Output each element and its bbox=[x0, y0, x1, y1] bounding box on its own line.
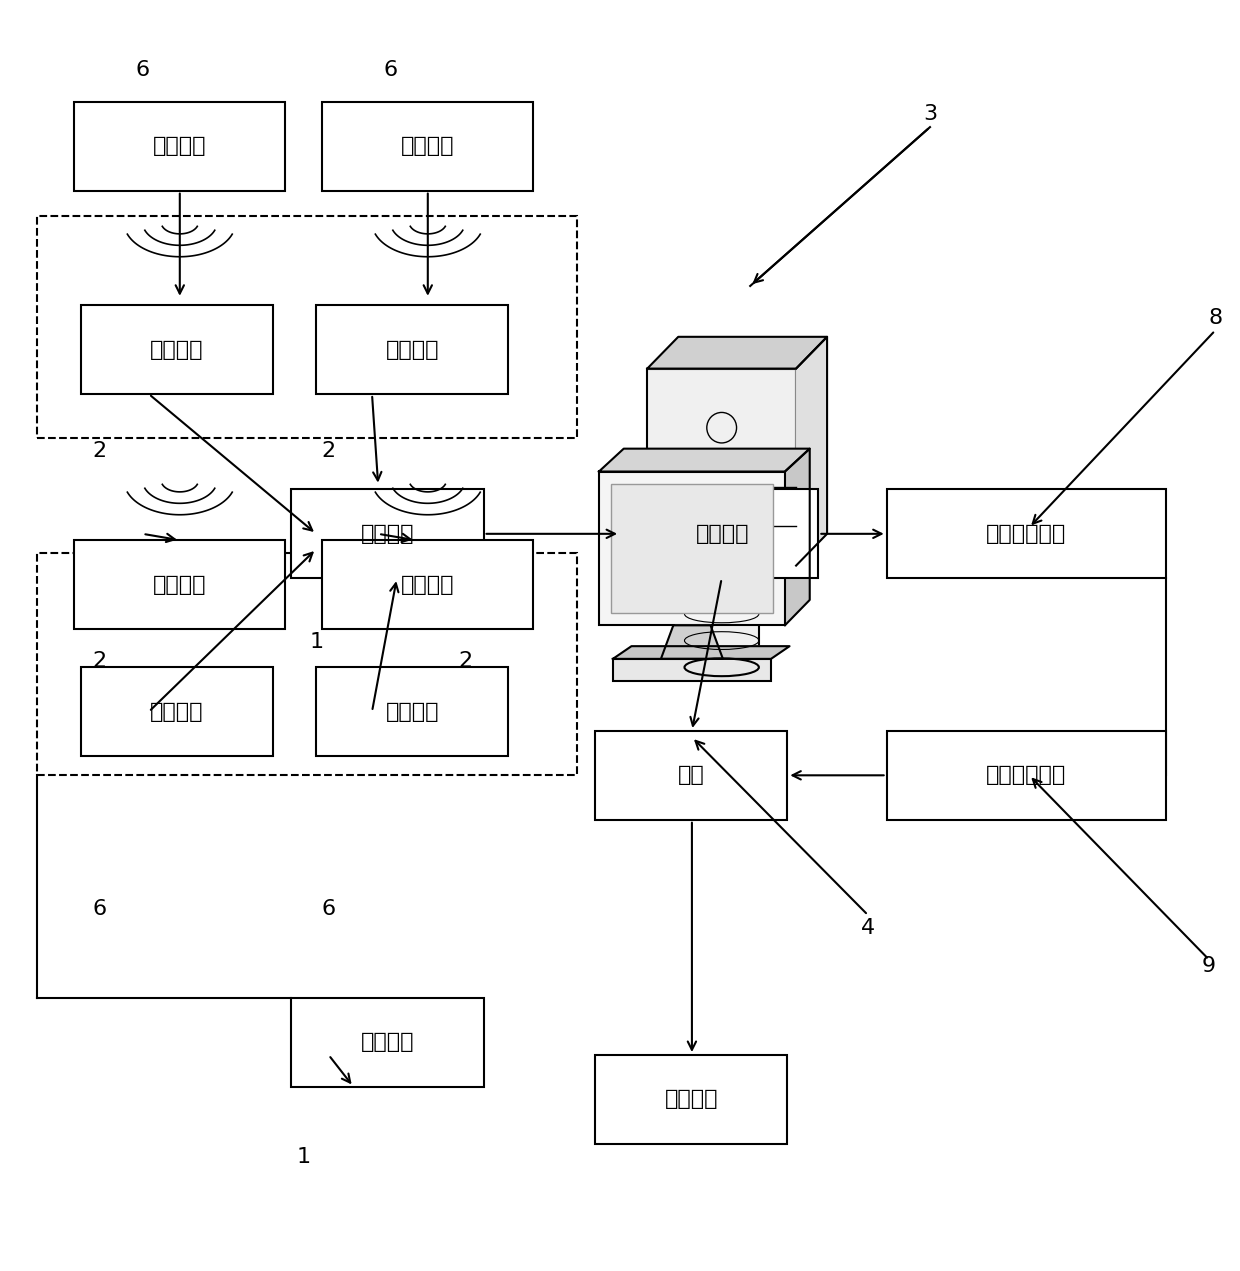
Text: 2: 2 bbox=[92, 441, 107, 461]
FancyBboxPatch shape bbox=[595, 731, 787, 820]
Text: 视频联动系统: 视频联动系统 bbox=[986, 765, 1066, 785]
Polygon shape bbox=[796, 337, 827, 566]
FancyBboxPatch shape bbox=[291, 998, 484, 1087]
FancyBboxPatch shape bbox=[887, 489, 1166, 578]
Text: 定位标签: 定位标签 bbox=[150, 339, 203, 360]
FancyBboxPatch shape bbox=[74, 102, 285, 191]
Text: 9: 9 bbox=[1202, 956, 1216, 976]
FancyBboxPatch shape bbox=[887, 731, 1166, 820]
Text: 6: 6 bbox=[383, 60, 398, 80]
Polygon shape bbox=[613, 646, 790, 658]
Text: 定位标签: 定位标签 bbox=[386, 702, 439, 722]
FancyBboxPatch shape bbox=[626, 489, 818, 578]
Text: 定位基站: 定位基站 bbox=[361, 524, 414, 544]
Text: 定位标签: 定位标签 bbox=[150, 702, 203, 722]
Text: 6: 6 bbox=[135, 60, 150, 80]
Polygon shape bbox=[599, 449, 810, 472]
FancyBboxPatch shape bbox=[322, 540, 533, 629]
FancyBboxPatch shape bbox=[647, 369, 796, 566]
Text: 定位基站: 定位基站 bbox=[361, 1032, 414, 1052]
Text: 蓝牙信标: 蓝牙信标 bbox=[401, 136, 455, 156]
FancyBboxPatch shape bbox=[322, 102, 533, 191]
FancyBboxPatch shape bbox=[81, 305, 273, 394]
FancyBboxPatch shape bbox=[291, 489, 484, 578]
Text: 2: 2 bbox=[92, 651, 107, 671]
FancyBboxPatch shape bbox=[684, 578, 759, 667]
Text: 蓝牙信标: 蓝牙信标 bbox=[153, 574, 207, 595]
FancyBboxPatch shape bbox=[316, 667, 508, 756]
Text: 2: 2 bbox=[321, 441, 336, 461]
Text: 厂区大屏: 厂区大屏 bbox=[665, 1089, 718, 1110]
Text: 蓝牙信标: 蓝牙信标 bbox=[153, 136, 207, 156]
Ellipse shape bbox=[684, 658, 759, 676]
Text: 6: 6 bbox=[321, 899, 336, 919]
Text: 定位标签: 定位标签 bbox=[386, 339, 439, 360]
Ellipse shape bbox=[684, 569, 759, 587]
Text: 2: 2 bbox=[458, 651, 472, 671]
Text: 1: 1 bbox=[296, 1146, 311, 1167]
Text: 8: 8 bbox=[1208, 308, 1223, 328]
FancyBboxPatch shape bbox=[595, 1055, 787, 1144]
Polygon shape bbox=[661, 625, 723, 658]
FancyBboxPatch shape bbox=[316, 305, 508, 394]
Text: 3: 3 bbox=[923, 104, 937, 125]
Polygon shape bbox=[785, 449, 810, 625]
FancyBboxPatch shape bbox=[611, 484, 773, 613]
FancyBboxPatch shape bbox=[74, 540, 285, 629]
FancyBboxPatch shape bbox=[613, 658, 771, 681]
FancyBboxPatch shape bbox=[81, 667, 273, 756]
Text: 蓝牙信标: 蓝牙信标 bbox=[401, 574, 455, 595]
Text: 电脑: 电脑 bbox=[678, 765, 704, 785]
Text: 1: 1 bbox=[309, 632, 324, 652]
Text: 6: 6 bbox=[92, 899, 107, 919]
Polygon shape bbox=[647, 337, 827, 369]
Text: 定位监控系统: 定位监控系统 bbox=[986, 524, 1066, 544]
Text: 定位引擎: 定位引擎 bbox=[696, 524, 749, 544]
FancyBboxPatch shape bbox=[599, 472, 785, 625]
Text: 4: 4 bbox=[861, 918, 875, 938]
